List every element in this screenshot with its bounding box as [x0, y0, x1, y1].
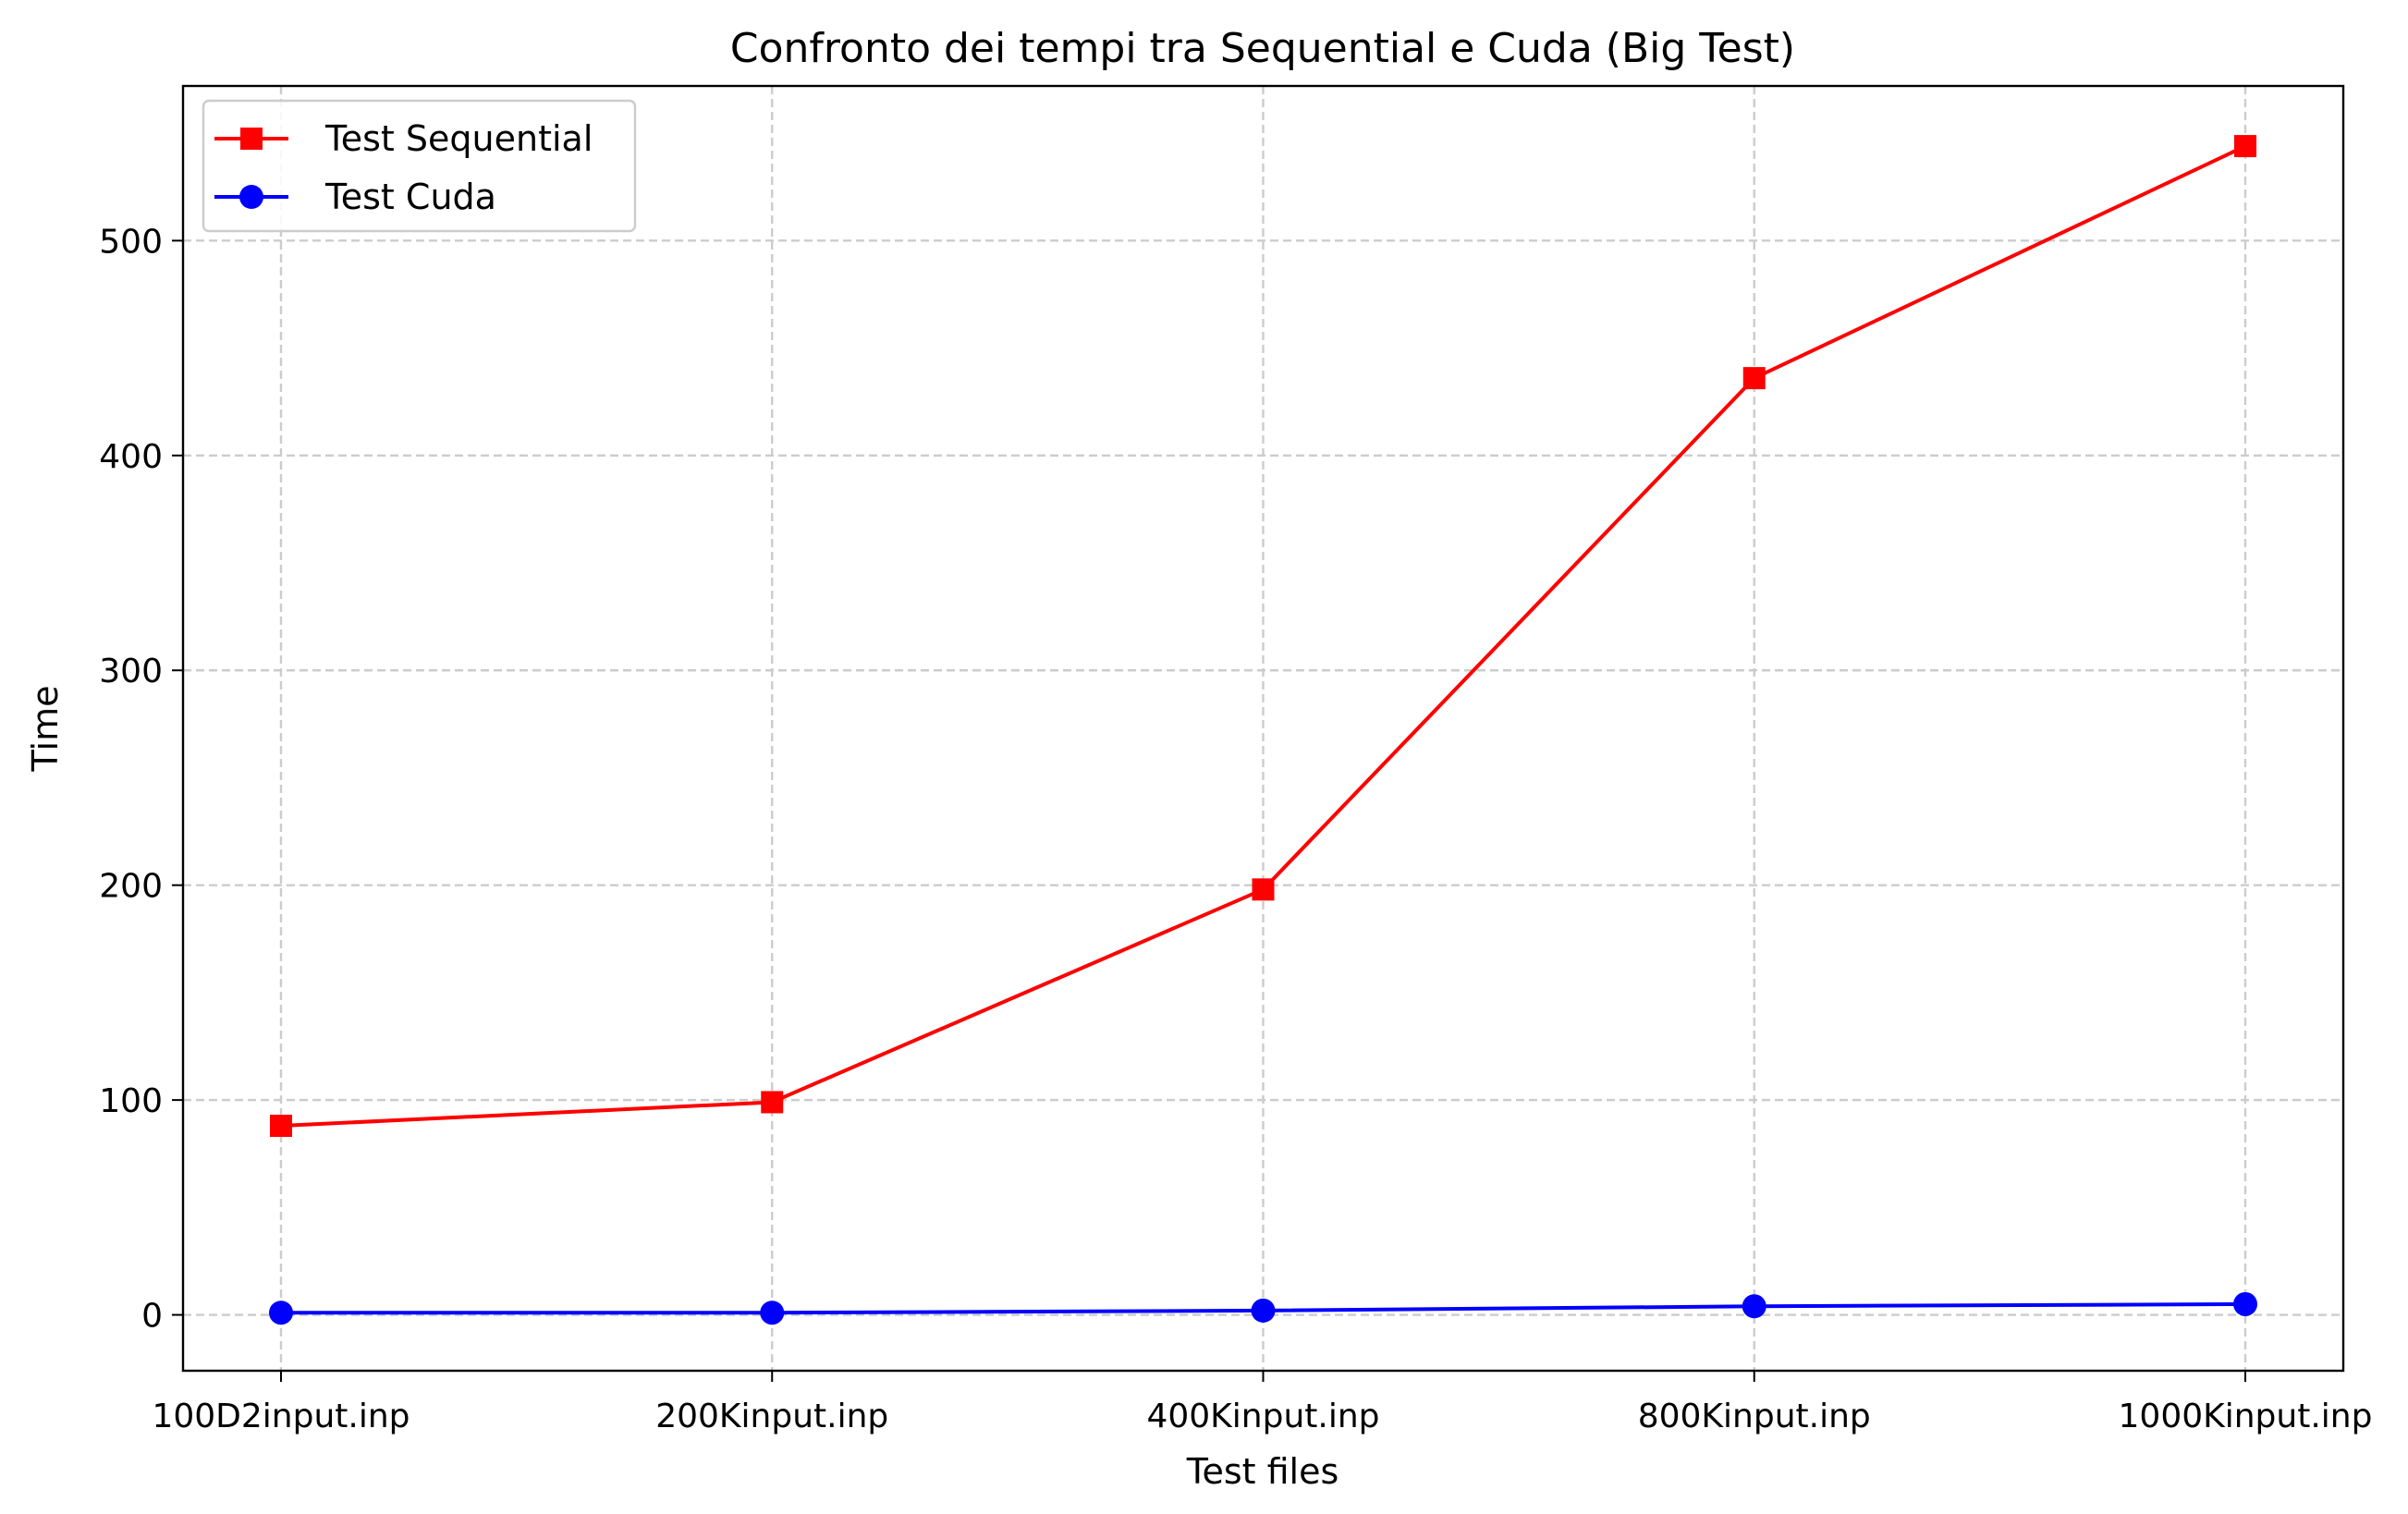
x-tick-label: 200Kinput.inp — [655, 1398, 888, 1435]
grid — [183, 86, 2343, 1371]
data-point — [270, 1115, 292, 1138]
data-point — [760, 1300, 785, 1325]
legend-label: Test Cuda — [324, 177, 496, 217]
x-axis-label: Test files — [1186, 1451, 1339, 1492]
plot-area-frame — [181, 84, 2345, 1373]
data-point — [1251, 1298, 1276, 1323]
data-point — [1252, 878, 1275, 901]
data-point — [1742, 1294, 1766, 1319]
y-tick-label: 100 — [99, 1082, 163, 1120]
legend-frame — [202, 99, 637, 233]
y-tick-label: 200 — [99, 868, 163, 906]
chart-title: Confronto dei tempi tra Sequential e Cud… — [730, 25, 1795, 72]
x-tick-label: 400Kinput.inp — [1146, 1398, 1379, 1435]
legend-label: Test Sequential — [324, 118, 593, 159]
y-axis-ticks: 0 100 200 300 400 500 — [99, 223, 183, 1336]
x-tick-label: 100D2input.inp — [152, 1398, 409, 1435]
data-point — [1742, 367, 1766, 390]
legend-marker — [239, 185, 263, 209]
data-point — [2233, 1291, 2257, 1316]
data-point — [761, 1091, 784, 1114]
y-tick-label: 300 — [99, 653, 163, 690]
data-point — [2234, 135, 2256, 158]
data-point — [269, 1300, 293, 1325]
y-tick-label: 500 — [99, 223, 163, 261]
series-1 — [269, 1291, 2257, 1325]
x-tick-label: 1000Kinput.inp — [2119, 1398, 2373, 1435]
series-0 — [270, 135, 2256, 1138]
x-axis-ticks: 100D2input.inp 200Kinput.inp 400Kinput.inp… — [152, 1371, 2372, 1435]
legend-entry: Test Cuda — [214, 177, 496, 217]
legend-marker — [240, 128, 263, 150]
series-layer — [269, 135, 2257, 1325]
legend-entry: Test Sequential — [214, 118, 593, 159]
y-tick-label: 0 — [141, 1298, 163, 1336]
x-tick-label: 800Kinput.inp — [1638, 1398, 1871, 1435]
y-tick-label: 400 — [99, 438, 163, 476]
legend: Test Sequential Test Cuda — [202, 99, 637, 233]
y-axis-label: Time — [25, 686, 66, 773]
